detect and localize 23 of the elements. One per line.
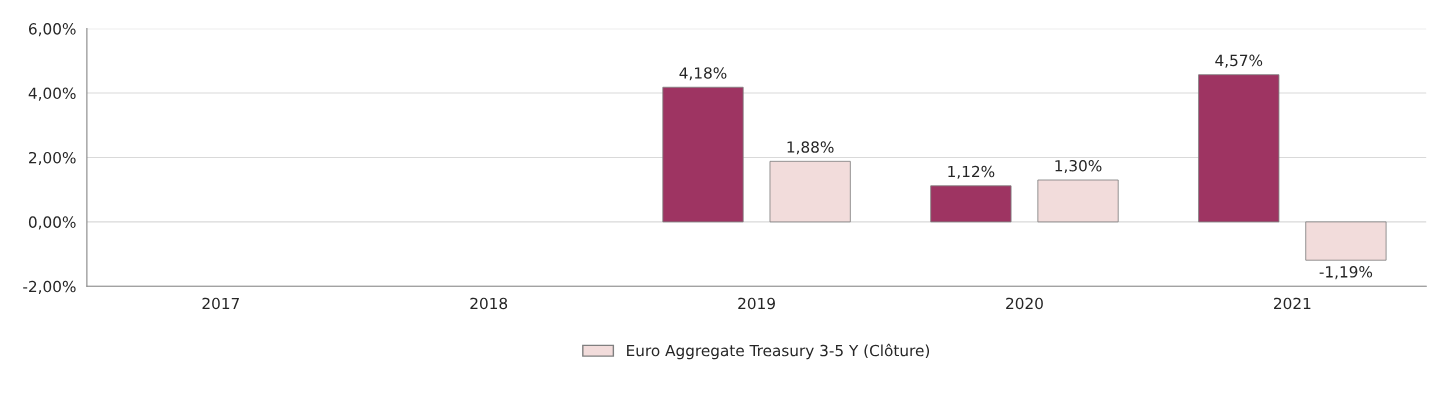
y-tick-label: 4,00%	[28, 87, 76, 101]
data-label: 1,30%	[1055, 159, 1102, 174]
bar	[1198, 74, 1280, 223]
y-tick-label: -2,00%	[23, 280, 76, 294]
bar	[1305, 221, 1387, 261]
y-tick-label: 0,00%	[28, 216, 76, 230]
x-tick-label: 2020	[1006, 297, 1043, 310]
bar	[1037, 179, 1119, 223]
bar	[769, 160, 851, 223]
x-tick-label: 2017	[202, 297, 239, 310]
x-tick-label: 2018	[470, 297, 508, 310]
data-label: 1,88%	[787, 141, 834, 155]
data-label: -1,19%	[1319, 266, 1373, 280]
x-tick-label: 2019	[738, 297, 775, 310]
x-tick-label: 2021	[1274, 297, 1311, 310]
legend-label: Euro Aggregate Treasury 3-5 Y (Clôture)	[627, 343, 930, 360]
bar	[662, 86, 744, 223]
data-label: 1,12%	[948, 165, 995, 179]
bar	[930, 185, 1012, 223]
data-label: 4,18%	[679, 67, 727, 81]
data-label: 4,57%	[1215, 54, 1263, 68]
y-tick-label: 2,00%	[29, 151, 76, 166]
y-tick-label: 6,00%	[29, 23, 76, 37]
